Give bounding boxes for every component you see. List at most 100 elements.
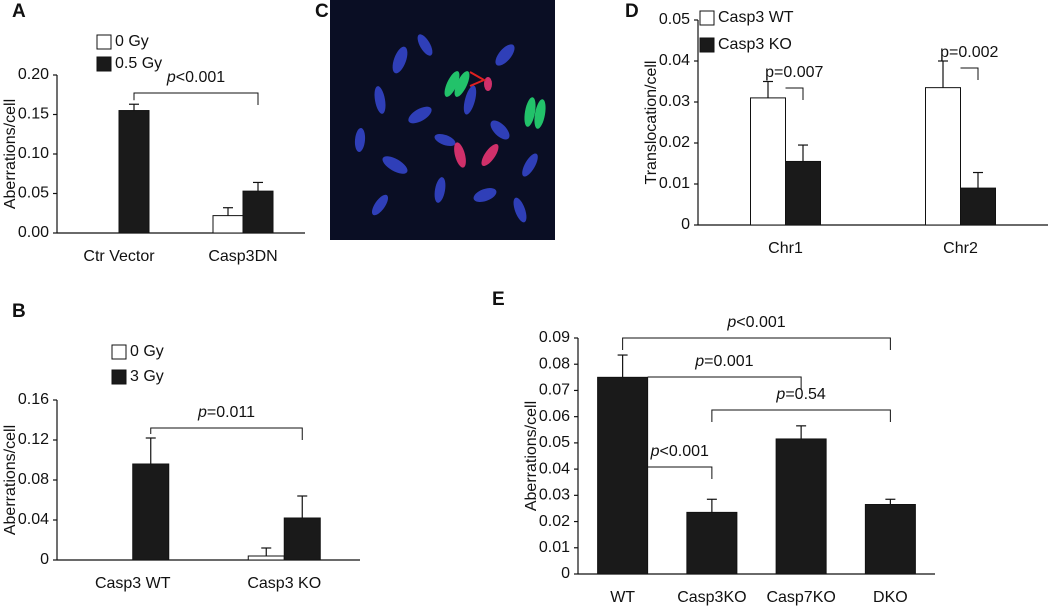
legend-swatch (111, 369, 127, 385)
bar (686, 511, 738, 575)
bracket (647, 376, 802, 389)
error-bar (973, 171, 983, 189)
bar (597, 376, 649, 575)
error-bar (297, 495, 308, 518)
legend-label: Casp3 KO (718, 36, 792, 53)
legend-swatch (111, 344, 127, 360)
y-tick-label: 0.00 (18, 224, 49, 241)
y-tick-label: 0.20 (18, 66, 49, 83)
y-tick-label: 0.03 (659, 93, 690, 110)
panel-label: E (492, 289, 505, 310)
legend-swatch (96, 56, 112, 72)
error-bar (763, 80, 773, 98)
error-bar (706, 498, 717, 513)
annotation: p=0.007 (765, 64, 823, 81)
y-tick-label: 0.08 (539, 355, 570, 372)
y-tick-label: 0.01 (659, 175, 690, 192)
y-tick-label: 0.03 (539, 487, 570, 504)
error-bar (796, 425, 807, 439)
annotation-part: p (694, 353, 704, 370)
y-tick-label: 0.05 (18, 185, 49, 202)
y-tick-label: 0.04 (18, 511, 49, 528)
annotation: p<0.001 (650, 443, 709, 460)
y-tick-label: 0 (681, 216, 690, 233)
y-tick-label: 0.02 (539, 513, 570, 530)
annotation-part: =0.011 (207, 404, 255, 421)
panel-label: C (315, 1, 329, 22)
annotation-part: <0.001 (660, 443, 709, 460)
annotation: p<0.001 (726, 314, 785, 331)
legend-swatch (96, 34, 112, 50)
y-tick-label: 0.04 (539, 460, 570, 477)
bar (785, 160, 821, 226)
y-tick-label: 0.05 (539, 434, 570, 451)
bar (775, 438, 827, 575)
y-tick-label: 0.08 (18, 471, 49, 488)
bar (864, 504, 916, 575)
annotation: p=0.011 (197, 404, 255, 421)
x-tick-label: Casp3DN (208, 248, 277, 265)
y-tick-label: 0.01 (539, 539, 570, 556)
error-bar (617, 354, 628, 378)
y-tick-label: 0.15 (18, 106, 49, 123)
y-tick-label: 0 (40, 551, 49, 568)
y-tick-label: 0.07 (539, 382, 570, 399)
bar (247, 555, 285, 561)
bracket (960, 67, 979, 80)
x-tick-label: DKO (873, 589, 908, 606)
legend-label: 0 Gy (115, 33, 149, 50)
annotation-part: p (166, 69, 176, 86)
annotation-part: <0.001 (176, 69, 225, 86)
bracket (785, 87, 804, 100)
error-bar (223, 207, 233, 216)
y-tick-label: 0.10 (18, 145, 49, 162)
legend-label: 3 Gy (130, 368, 164, 385)
x-tick-label: Casp3KO (677, 589, 746, 606)
bar (925, 87, 961, 226)
micrograph (330, 0, 555, 240)
error-bar (129, 103, 139, 111)
y-axis-label: Translocation/cell (643, 61, 660, 185)
error-bar (145, 437, 156, 464)
bar (960, 187, 996, 226)
bar (212, 215, 244, 234)
bracket (133, 92, 259, 105)
annotation: p=0.002 (940, 44, 998, 61)
legend-label: 0 Gy (130, 343, 164, 360)
annotation-part: =0.54 (785, 386, 826, 403)
x-tick-label: WT (610, 589, 635, 606)
error-bar (885, 498, 896, 505)
bracket (150, 427, 303, 440)
y-axis-label: Aberrations/cell (523, 401, 540, 511)
error-bar (798, 144, 808, 162)
y-tick-label: 0.05 (659, 11, 690, 28)
annotation: p=0.001 (694, 353, 753, 370)
annotation-part: p (775, 386, 785, 403)
y-axis-label: Aberrations/cell (2, 425, 19, 535)
legend-swatch (699, 37, 715, 53)
y-tick-label: 0.02 (659, 134, 690, 151)
annotation-part: p (650, 443, 660, 460)
bracket (647, 466, 713, 479)
x-tick-label: Casp3 WT (95, 575, 171, 592)
y-tick-label: 0.09 (539, 329, 570, 346)
legend-label: 0.5 Gy (115, 55, 162, 72)
annotation: p<0.001 (166, 69, 225, 86)
bar (750, 97, 786, 226)
bar (132, 463, 170, 561)
y-tick-label: 0.12 (18, 431, 49, 448)
error-bar (261, 547, 272, 556)
annotation: p=0.54 (775, 386, 825, 403)
y-tick-label: 0.16 (18, 391, 49, 408)
bracket (622, 337, 891, 350)
y-tick-label: 0.04 (659, 52, 690, 69)
x-tick-label: Chr2 (943, 240, 978, 257)
legend-label: Casp3 WT (718, 9, 794, 26)
error-bar (938, 60, 948, 88)
error-bar (253, 181, 263, 192)
annotation-part: =0.001 (704, 353, 753, 370)
panel-label: D (625, 1, 639, 22)
y-axis-label: Aberrations/cell (2, 99, 19, 209)
y-tick-label: 0.06 (539, 408, 570, 425)
